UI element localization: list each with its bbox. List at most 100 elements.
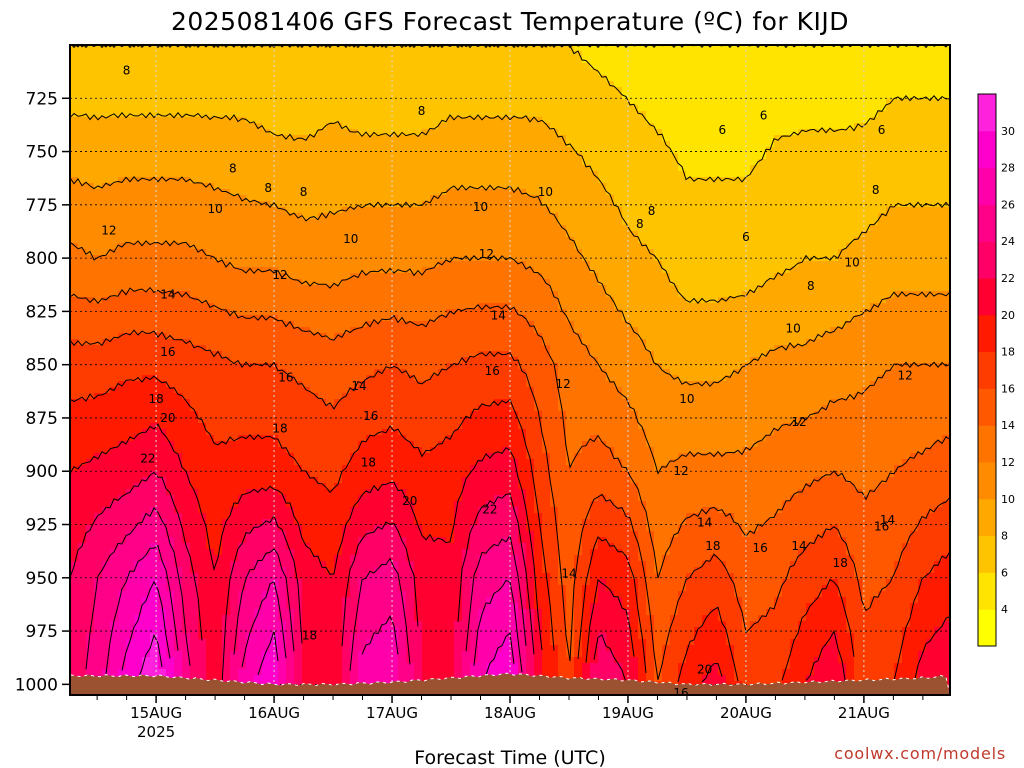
temperature-cell xyxy=(158,597,167,604)
temperature-cell xyxy=(190,639,199,646)
temperature-cell xyxy=(94,213,103,220)
temperature-cell xyxy=(406,585,415,592)
temperature-cell xyxy=(430,207,439,214)
temperature-cell xyxy=(334,495,343,502)
temperature-cell xyxy=(406,423,415,430)
temperature-cell xyxy=(70,423,79,430)
temperature-cell xyxy=(390,57,399,64)
temperature-cell xyxy=(342,267,351,274)
temperature-cell xyxy=(230,459,239,466)
temperature-cell xyxy=(206,669,215,676)
temperature-cell xyxy=(414,57,423,64)
temperature-cell xyxy=(134,315,143,322)
temperature-cell xyxy=(78,591,87,598)
temperature-cell xyxy=(342,141,351,148)
temperature-cell xyxy=(230,219,239,226)
temperature-cell xyxy=(190,165,199,172)
temperature-cell xyxy=(182,429,191,436)
temperature-cell xyxy=(366,141,375,148)
temperature-cell xyxy=(310,315,319,322)
temperature-cell xyxy=(142,105,151,112)
temperature-cell xyxy=(230,321,239,328)
temperature-cell xyxy=(422,489,431,496)
temperature-cell xyxy=(286,405,295,412)
temperature-cell xyxy=(358,45,367,52)
temperature-cell xyxy=(286,207,295,214)
temperature-cell xyxy=(278,453,287,460)
temperature-cell xyxy=(390,675,399,682)
temperature-cell xyxy=(174,255,183,262)
temperature-cell xyxy=(310,261,319,268)
temperature-cell xyxy=(78,351,87,358)
temperature-cell xyxy=(310,153,319,160)
temperature-cell xyxy=(158,351,167,358)
temperature-cell xyxy=(334,387,343,394)
temperature-cell xyxy=(174,309,183,316)
temperature-cell xyxy=(270,285,279,292)
temperature-cell xyxy=(398,141,407,148)
temperature-cell xyxy=(278,81,287,88)
temperature-cell xyxy=(342,93,351,100)
temperature-cell xyxy=(230,159,239,166)
temperature-cell xyxy=(358,123,367,130)
temperature-cell xyxy=(350,291,359,298)
temperature-cell xyxy=(246,261,255,268)
temperature-cell xyxy=(86,273,95,280)
temperature-cell xyxy=(166,657,175,664)
temperature-cell xyxy=(254,219,263,226)
temperature-cell xyxy=(78,555,87,562)
temperature-cell xyxy=(198,561,207,568)
temperature-cell xyxy=(174,429,183,436)
temperature-cell xyxy=(422,333,431,340)
temperature-cell xyxy=(246,123,255,130)
temperature-cell xyxy=(382,219,391,226)
temperature-cell xyxy=(206,219,215,226)
temperature-cell xyxy=(422,375,431,382)
temperature-cell xyxy=(278,489,287,496)
temperature-cell xyxy=(214,351,223,358)
temperature-cell xyxy=(374,375,383,382)
temperature-cell xyxy=(390,201,399,208)
temperature-cell xyxy=(206,117,215,124)
temperature-cell xyxy=(150,555,159,562)
temperature-cell xyxy=(222,393,231,400)
temperature-cell xyxy=(374,393,383,400)
temperature-cell xyxy=(406,69,415,76)
temperature-cell xyxy=(374,249,383,256)
temperature-cell xyxy=(390,549,399,556)
temperature-cell xyxy=(398,75,407,82)
temperature-cell xyxy=(254,441,263,448)
temperature-cell xyxy=(230,549,239,556)
temperature-cell xyxy=(334,45,343,52)
temperature-cell xyxy=(158,609,167,616)
temperature-cell xyxy=(142,369,151,376)
temperature-cell xyxy=(318,117,327,124)
temperature-cell xyxy=(142,585,151,592)
temperature-cell xyxy=(126,303,135,310)
temperature-cell xyxy=(366,333,375,340)
temperature-cell xyxy=(262,273,271,280)
temperature-cell xyxy=(302,231,311,238)
temperature-cell xyxy=(110,141,119,148)
temperature-cell xyxy=(222,261,231,268)
temperature-cell xyxy=(302,291,311,298)
temperature-cell xyxy=(174,543,183,550)
temperature-cell xyxy=(86,45,95,52)
temperature-cell xyxy=(406,591,415,598)
temperature-cell xyxy=(190,405,199,412)
temperature-cell xyxy=(230,111,239,118)
temperature-cell xyxy=(430,363,439,370)
temperature-cell xyxy=(270,585,279,592)
temperature-cell xyxy=(326,351,335,358)
temperature-cell xyxy=(198,315,207,322)
temperature-cell xyxy=(214,177,223,184)
temperature-cell xyxy=(398,435,407,442)
temperature-cell xyxy=(206,393,215,400)
temperature-cell xyxy=(406,651,415,658)
temperature-cell xyxy=(350,657,359,664)
temperature-cell xyxy=(238,537,247,544)
temperature-cell xyxy=(254,543,263,550)
temperature-cell xyxy=(134,129,143,136)
temperature-cell xyxy=(310,57,319,64)
temperature-cell xyxy=(166,165,175,172)
